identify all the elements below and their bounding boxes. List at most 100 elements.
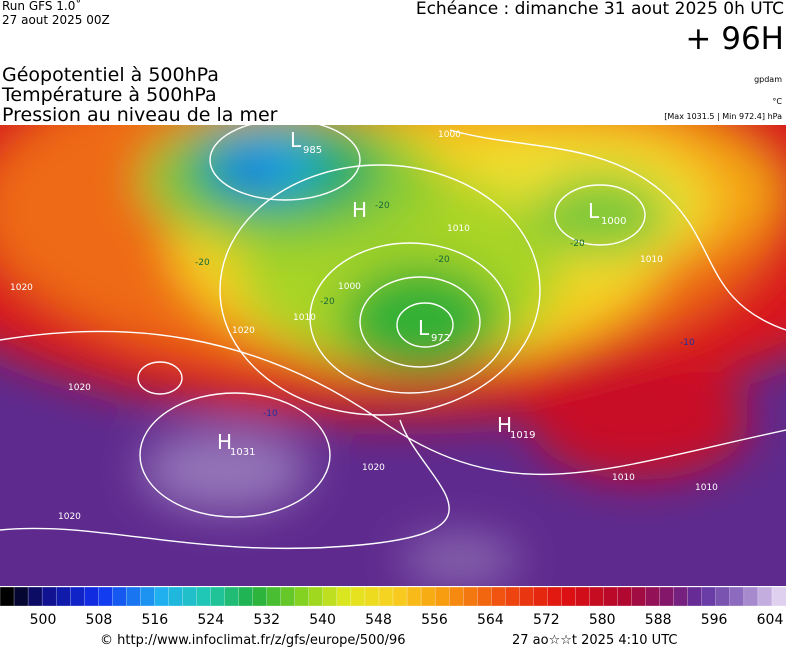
temperature-label: -10 [680,338,695,348]
isobar-label: 1010 [695,483,718,493]
temperature-label: -20 [320,297,335,307]
colorbar-swatch [112,586,127,607]
colorbar-swatch [631,586,647,607]
isobar-label: 1020 [58,512,81,522]
colorbar-swatch [280,586,296,607]
colorbar-label: 588 [645,612,672,628]
colorbar-swatch [743,586,759,607]
colorbar-swatch [336,586,352,607]
pressure-center-letter: L [588,199,600,223]
unit-label: gpdam [754,75,782,84]
pressure-center-value: 985 [303,145,322,156]
colorbar-swatch [575,586,591,607]
colorbar-swatch [238,586,254,607]
colorbar-swatch [659,586,675,607]
pressure-center-value: 1019 [510,430,535,441]
temperature-label: -20 [195,258,210,268]
colorbar-swatch [0,586,15,607]
temperature-label: -10 [263,409,278,419]
isobar-label: 1020 [362,463,385,473]
colorbar-swatch [378,586,394,607]
colorbar-label: 524 [197,612,224,628]
pressure-center-letter: L [290,128,302,152]
colorbar-swatch [41,586,57,607]
colorbar-swatch [519,586,535,607]
colorbar-swatch [603,586,619,607]
colorbar-swatch [505,586,520,607]
colorbar-swatch [182,586,198,607]
unit-label: [Max 1031.5 | Min 972.4] hPa [664,112,782,121]
colorbar-swatch [140,586,156,607]
colorbar-swatch [533,586,549,607]
colorbar-label: 540 [309,612,336,628]
footer-timestamp: 27 ao☆☆t 2025 4:10 UTC [512,633,677,648]
colorbar-swatch [27,586,43,607]
colorbar-swatch [448,586,464,607]
colorbar-swatch [406,586,422,607]
pressure-center-letter: H [497,413,512,437]
temperature-label: -20 [375,201,390,211]
echeance: Echéance : dimanche 31 aout 2025 0h UTC [416,0,784,19]
colorbar-swatch [701,586,717,607]
colorbar-swatch [196,586,212,607]
colorbar-swatch [224,586,240,607]
colorbar-swatch [252,586,268,607]
colorbar-swatch [364,586,380,607]
colorbar-label: 596 [701,612,728,628]
colorbar-label: 572 [533,612,560,628]
colorbar-swatch [98,586,113,607]
colorbar-swatch [645,586,661,607]
isobar-label: 1020 [232,326,255,336]
footer-url: © http://www.infoclimat.fr/z/gfs/europe/… [100,633,406,648]
colorbar-swatch [13,586,29,607]
colorbar-swatch [491,586,506,607]
colorbar-swatch [84,586,99,607]
field-label: Géopotentiel à 500hPa [2,64,219,86]
colorbar-swatch [463,586,478,607]
colorbar-label: 548 [365,612,392,628]
colorbar-swatch [673,586,689,607]
colorbar-swatch [715,586,731,607]
colorbar-label: 516 [141,612,168,628]
colorbar-swatch [308,586,324,607]
colorbar-swatch [126,586,142,607]
colorbar-label: 564 [477,612,504,628]
colorbar-label: 604 [757,612,784,628]
colorbar-swatch [70,586,85,607]
run-label: Run GFS 1.0˚ [2,0,81,13]
pressure-center-letter: L [418,316,430,340]
pressure-center-letter: H [352,198,367,222]
colorbar-swatch [210,586,226,607]
field-label: Pression au niveau de la mer [2,104,278,126]
isobars [0,125,786,550]
colorbar: 500 508 516 524 532 540 548 556 564 572 580 588 596 6… [0,586,786,628]
colorbar-swatch [392,586,408,607]
colorbar-label: 556 [421,612,448,628]
isobar-label: 1010 [640,255,663,265]
colorbar-swatch [687,586,703,607]
pressure-center-letter: H [217,430,232,454]
colorbar-swatch [547,586,563,607]
pressure-center-value: 1031 [230,447,255,458]
colorbar-swatch [322,586,338,607]
temperature-label: -20 [570,239,585,249]
isobar-label: 1010 [447,224,470,234]
isobar-label: 1010 [293,313,316,323]
temperature-label: -20 [435,255,450,265]
lead-time: + 96H [685,21,784,57]
unit-label: °C [772,97,782,106]
colorbar-swatch [771,586,786,607]
isobar-label: 1000 [338,282,361,292]
colorbar-swatch [294,586,310,607]
pressure-center-value: 1000 [601,216,626,227]
colorbar-swatch [420,586,436,607]
colorbar-swatch [477,586,492,607]
colorbar-label: 532 [253,612,280,628]
isobar-label: 1020 [68,383,91,393]
colorbar-swatch [589,586,605,607]
isobar-label: 1020 [10,283,33,293]
colorbar-swatch [729,586,745,607]
